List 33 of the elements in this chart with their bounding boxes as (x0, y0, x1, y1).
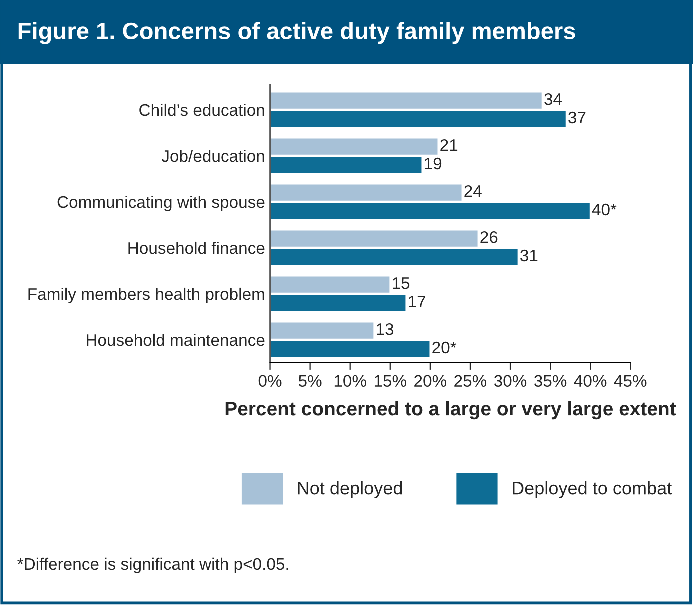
data-label: 40* (592, 204, 617, 216)
data-label: 17 (409, 296, 426, 308)
legend-label: Not deployed (298, 481, 402, 498)
chart-title: Figure 1. Concerns of active duty family members (18, 22, 576, 44)
x-axis-title: Percent concerned to a large or very large extent (226, 401, 676, 420)
x-tick-label: 15% (374, 375, 406, 388)
x-tick-label: 20% (414, 375, 447, 388)
y-tick-label: Household finance (128, 242, 265, 254)
text: *Difference is significant with p<0.05. (18, 558, 288, 574)
data-label: 15 (393, 278, 410, 290)
y-tick-label: Job/education (162, 150, 264, 162)
y-tick-label: Child’s education (140, 104, 264, 116)
x-tick-label: 30% (494, 375, 527, 388)
x-tick-label: 45% (614, 375, 647, 388)
y-tick-label: Communicating with spouse (58, 196, 265, 212)
legend-label: Deployed to combat (513, 481, 672, 498)
y-tick-label: Household maintenance (87, 334, 265, 346)
data-label: 19 (425, 158, 442, 170)
x-tick-label: 0% (258, 375, 282, 388)
x-tick-label: 40% (574, 375, 607, 388)
data-label: 24 (464, 185, 482, 198)
x-tick-label: 35% (534, 375, 567, 388)
y-tick-label: Family members health problem (28, 288, 264, 304)
x-tick-label: 10% (334, 375, 366, 388)
data-label: 13 (377, 323, 394, 336)
data-label: 31 (520, 250, 538, 262)
data-label: 21 (440, 139, 458, 152)
x-tick-label: 5% (298, 375, 322, 388)
data-label: 34 (544, 93, 562, 106)
x-tick-label: 25% (454, 375, 487, 388)
data-label: 26 (480, 231, 498, 244)
data-label: 37 (568, 112, 586, 124)
data-label: 20* (432, 342, 457, 354)
